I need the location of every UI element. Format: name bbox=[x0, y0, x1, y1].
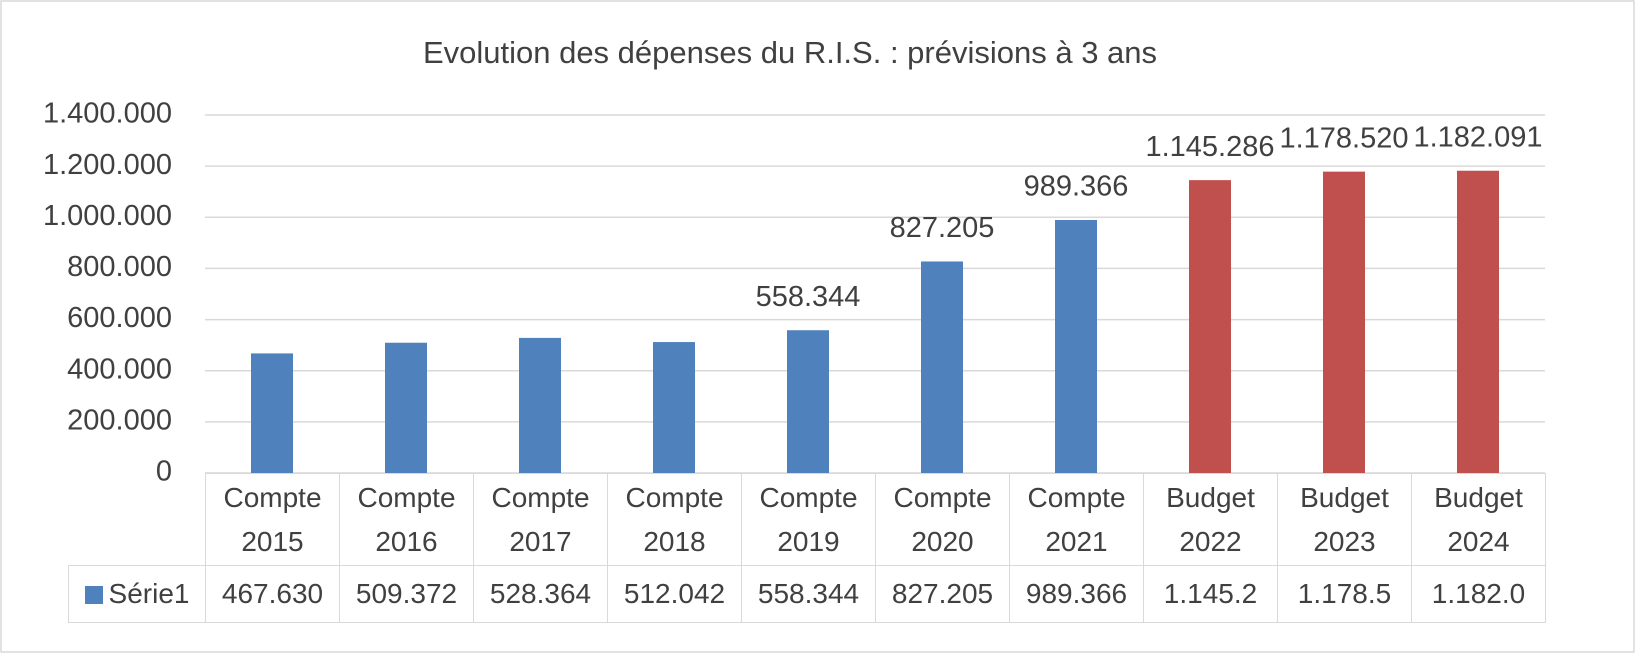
bar bbox=[1055, 220, 1097, 473]
data-label: 989.366 bbox=[1024, 171, 1129, 203]
bar bbox=[1189, 180, 1231, 473]
y-tick-label: 400.000 bbox=[67, 353, 172, 385]
table-value: 1.145.2 bbox=[1143, 565, 1278, 623]
x-tick-label: Compte 2015 bbox=[205, 473, 340, 566]
table-value: 1.178.5 bbox=[1277, 565, 1412, 623]
x-tick-label: Compte 2018 bbox=[607, 473, 742, 566]
y-tick-label: 0 bbox=[156, 456, 172, 488]
legend-cell: Série1 bbox=[68, 565, 206, 623]
bar bbox=[921, 261, 963, 473]
x-tick-label: Compte 2021 bbox=[1009, 473, 1144, 566]
y-tick-label: 1.000.000 bbox=[43, 200, 172, 232]
data-label: 1.182.091 bbox=[1413, 121, 1542, 153]
table-value: 558.344 bbox=[741, 565, 876, 623]
table-value: 528.364 bbox=[473, 565, 608, 623]
series-row: Série1 467.630 509.372 528.364 512.042 558.34… bbox=[68, 565, 1546, 623]
bar bbox=[787, 330, 829, 473]
table-value: 989.366 bbox=[1009, 565, 1144, 623]
x-tick-label: Compte 2020 bbox=[875, 473, 1010, 566]
y-tick-label: 1.200.000 bbox=[43, 149, 172, 181]
bar bbox=[519, 337, 561, 473]
bar bbox=[251, 353, 293, 473]
data-label: 1.178.520 bbox=[1279, 122, 1408, 154]
bar bbox=[385, 342, 427, 473]
x-tick-label: Budget 2022 bbox=[1143, 473, 1278, 566]
y-tick-label: 800.000 bbox=[67, 251, 172, 283]
y-tick-label: 1.400.000 bbox=[43, 98, 172, 130]
y-tick-label: 600.000 bbox=[67, 302, 172, 334]
legend-label: Série1 bbox=[108, 578, 190, 609]
x-tick-label: Budget 2023 bbox=[1277, 473, 1412, 566]
category-row: Compte 2015 Compte 2016 Compte 2017 Compte … bbox=[69, 473, 1546, 566]
x-tick-label: Compte 2016 bbox=[339, 473, 474, 566]
x-tick-label: Compte 2017 bbox=[473, 473, 608, 566]
bar bbox=[653, 342, 695, 473]
legend-key bbox=[84, 586, 103, 604]
table-value: 1.182.0 bbox=[1411, 565, 1546, 623]
table-value: 509.372 bbox=[339, 565, 474, 623]
table-value: 467.630 bbox=[205, 565, 340, 623]
data-label: 1.145.286 bbox=[1145, 131, 1274, 163]
bar bbox=[1323, 171, 1365, 473]
data-label: 827.205 bbox=[890, 212, 995, 244]
data-label: 558.344 bbox=[756, 281, 861, 313]
blank-cell bbox=[69, 474, 206, 566]
x-tick-label: Compte 2019 bbox=[741, 473, 876, 566]
y-tick-label: 200.000 bbox=[67, 405, 172, 437]
bar bbox=[1457, 170, 1499, 473]
x-tick-label: Budget 2024 bbox=[1411, 473, 1546, 566]
data-table: Compte 2015 Compte 2016 Compte 2017 Compte … bbox=[68, 473, 1546, 623]
table-value: 827.205 bbox=[875, 565, 1010, 623]
table-value: 512.042 bbox=[607, 565, 742, 623]
chart-title: Evolution des dépenses du R.I.S. : prévi… bbox=[423, 35, 1157, 70]
